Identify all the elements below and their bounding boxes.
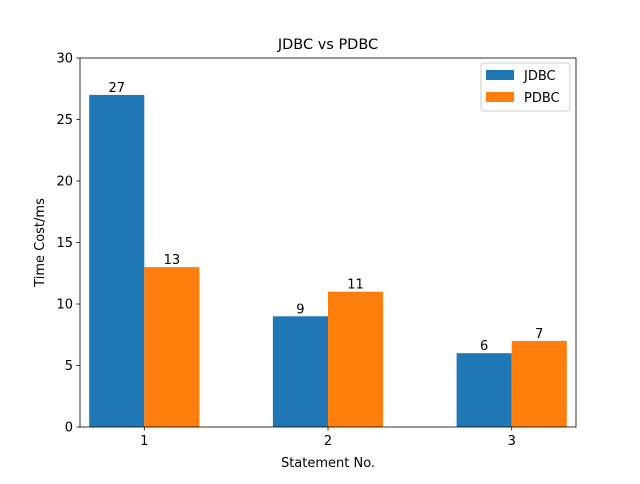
chart-title: JDBC vs PDBC	[277, 37, 378, 53]
bar-value-label: 27	[108, 81, 125, 96]
y-tick-label: 15	[56, 236, 73, 251]
y-tick-label: 25	[56, 113, 73, 128]
bars-group	[89, 94, 567, 428]
x-tick-label: 2	[324, 434, 332, 449]
y-axis: 0 5 10 15 20 25 30	[56, 52, 80, 436]
bar-value-label: 13	[164, 253, 181, 268]
legend-swatch-pdbc	[486, 92, 514, 102]
bar-value-label: 9	[296, 302, 304, 317]
bar-labels-group: 27 9 6 13 11 7	[108, 81, 543, 354]
legend: JDBC PDBC	[480, 62, 571, 112]
bar-jdbc-3	[456, 353, 512, 427]
bar-value-label: 6	[480, 339, 488, 354]
legend-label-jdbc: JDBC	[523, 69, 556, 84]
bar-value-label: 11	[347, 278, 364, 293]
plot-frame	[79, 57, 577, 428]
x-axis-label: Statement No.	[281, 456, 375, 471]
bar-pdbc-1	[144, 267, 200, 427]
legend-swatch-jdbc	[486, 70, 514, 80]
x-tick-label: 3	[508, 434, 516, 449]
bar-pdbc-2	[328, 291, 384, 427]
y-tick-label: 20	[56, 175, 73, 190]
y-axis-label: Time Cost/ms	[33, 198, 48, 288]
bar-value-label: 7	[535, 327, 543, 342]
legend-label-pdbc: PDBC	[524, 91, 560, 106]
x-tick-label: 1	[140, 434, 148, 449]
y-tick-label: 10	[56, 298, 73, 313]
bar-jdbc-2	[272, 316, 328, 427]
bar-jdbc-1	[89, 94, 145, 428]
x-axis: 1 2 3	[140, 427, 516, 449]
y-tick-label: 0	[65, 421, 73, 436]
y-tick-label: 5	[65, 359, 73, 374]
y-tick-label: 30	[56, 52, 73, 67]
bar-pdbc-3	[511, 340, 567, 427]
